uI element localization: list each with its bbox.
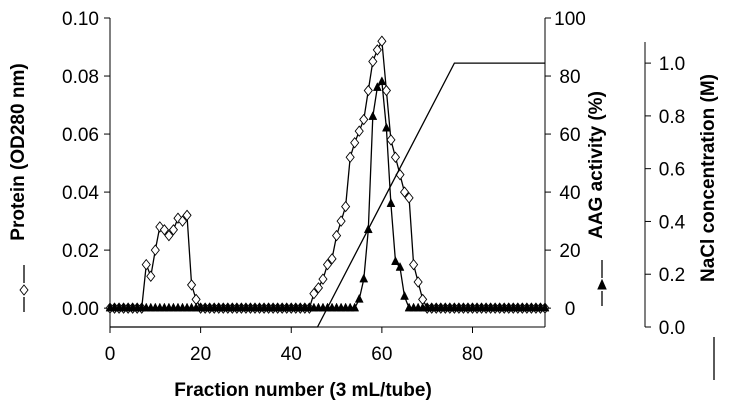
aag-point [540, 302, 550, 312]
protein-point [141, 258, 151, 271]
aag-tick-label: 0 [565, 299, 576, 320]
protein-point [354, 125, 364, 137]
protein-point [386, 134, 396, 146]
x-tick-label: 0 [105, 344, 116, 365]
protein-point [309, 287, 319, 300]
protein-point [363, 84, 373, 97]
protein-point [341, 200, 351, 213]
text-layer: Fraction number (3 mL/tube) Protein (OD2… [8, 9, 719, 401]
aag-legend-triangle-icon [597, 278, 607, 290]
protein-tick-label: 0.08 [62, 67, 99, 88]
aag-point [382, 122, 391, 132]
nacl-tick-label: 0.6 [659, 160, 685, 181]
protein-point [404, 192, 414, 204]
nacl-tick-label: 0.2 [659, 265, 685, 286]
protein-point [409, 258, 419, 271]
protein-tick-label: 0.00 [62, 299, 99, 320]
aag-tick-label: 100 [554, 9, 586, 30]
protein-tick-label: 0.10 [62, 9, 99, 30]
protein-point [177, 215, 188, 227]
protein-point [186, 279, 197, 291]
aag-tick-label: 40 [559, 183, 580, 204]
protein-point [150, 244, 160, 256]
protein-point [350, 137, 360, 149]
nacl-tick-label: 0.4 [659, 212, 686, 233]
nacl-tick-label: 0.8 [659, 107, 685, 128]
protein-point [413, 276, 423, 288]
aag-point [377, 76, 387, 86]
aag-tick-label: 80 [559, 67, 580, 88]
protein-point [182, 209, 192, 222]
x-tick-label: 60 [371, 344, 392, 365]
series-layer [19, 35, 715, 380]
x-tick-label: 20 [190, 344, 211, 365]
protein-legend-diamond-icon [19, 284, 29, 296]
aag-point [350, 302, 360, 312]
protein-tick-label: 0.04 [62, 183, 99, 204]
aag-series-line [110, 80, 545, 309]
protein-point [336, 215, 346, 227]
protein-point [327, 253, 337, 265]
aag-point [391, 256, 400, 265]
aag-tick-label: 60 [559, 125, 580, 146]
protein-point [372, 44, 382, 56]
protein-axis-title: Protein (OD280 nm) [8, 63, 29, 240]
aag-tick-label: 20 [559, 241, 580, 262]
aag-point [368, 111, 378, 120]
nacl-tick-label: 1.0 [659, 54, 685, 75]
protein-point [164, 229, 174, 242]
protein-point [377, 35, 387, 47]
protein-point [313, 282, 324, 294]
protein-point [322, 258, 333, 271]
protein-point [345, 151, 355, 163]
aag-axis-title: AAG activity (%) [586, 91, 607, 239]
protein-tick-label: 0.02 [62, 241, 99, 262]
protein-point [359, 113, 369, 126]
protein-point [399, 186, 410, 198]
aag-point [386, 198, 396, 207]
aag-point [354, 293, 364, 303]
protein-point [381, 84, 391, 97]
aag-point [372, 82, 382, 91]
x-tick-label: 40 [281, 344, 302, 365]
axes-layer [104, 17, 651, 333]
protein-point [318, 273, 328, 285]
x-axis-title: Fraction number (3 mL/tube) [174, 380, 432, 401]
protein-point [168, 224, 179, 236]
protein-point [159, 224, 169, 236]
protein-point [146, 270, 156, 282]
protein-tick-label: 0.06 [62, 125, 99, 146]
aag-point [359, 273, 369, 283]
x-tick-label: 80 [462, 344, 483, 365]
protein-point [368, 55, 378, 68]
aag-point [395, 261, 405, 271]
nacl-axis-title: NaCl concentration (M) [698, 74, 719, 282]
nacl-tick-label: 0.0 [659, 318, 685, 339]
protein-point [331, 229, 342, 242]
nacl-series-line [110, 62, 545, 328]
aag-point [400, 290, 409, 300]
protein-point [390, 151, 401, 163]
